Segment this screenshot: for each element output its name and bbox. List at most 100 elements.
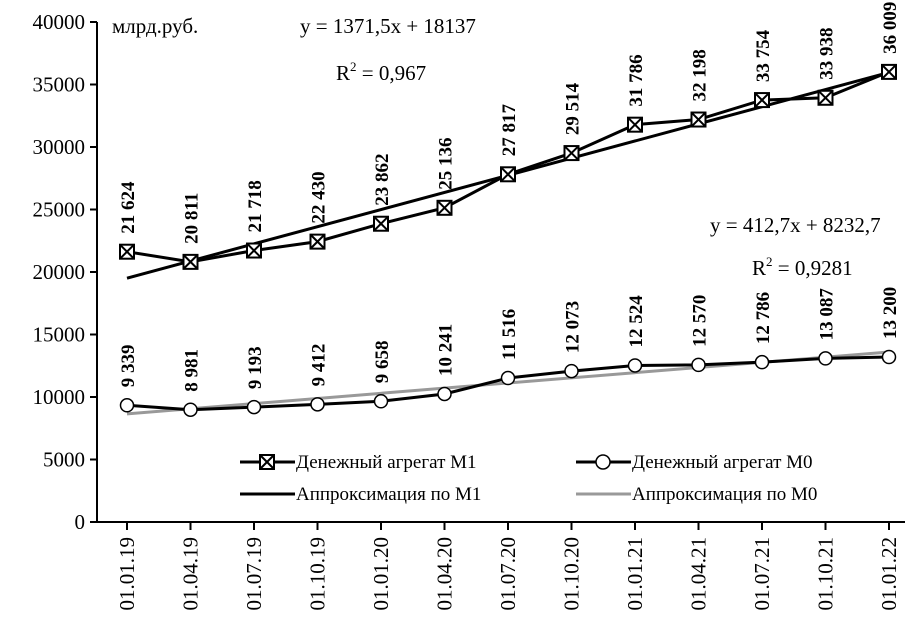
data-label-m1: 22 430: [309, 171, 330, 223]
x-tick-label: 01.04.21: [687, 537, 711, 611]
data-label-m1: 31 786: [626, 54, 647, 106]
point-m0: [437, 386, 452, 402]
point-m1: [309, 233, 326, 250]
x-tick-label: 01.01.21: [623, 537, 647, 611]
y-tick-label: 20000: [33, 260, 86, 284]
x-square-stroke: [182, 254, 199, 270]
data-label-m1: 23 862: [372, 153, 393, 205]
data-label-m1: 33 938: [817, 28, 838, 80]
point-m0: [373, 394, 389, 409]
data-label-m0: 12 570: [690, 295, 711, 347]
x-tick-label: 01.01.22: [877, 537, 901, 611]
m1-r-squared: R2 = 0,967: [336, 59, 426, 85]
data-label-m0: 9 339: [118, 345, 139, 388]
legend: Денежный агрегат М1 Денежный агрегат М0 …: [240, 452, 817, 505]
y-tick-label: 0: [75, 510, 86, 534]
x-square-stroke: [817, 90, 834, 106]
data-label-m0: 9 658: [372, 341, 393, 384]
y-tick-label: 35000: [33, 73, 86, 97]
point-m0: [310, 397, 325, 412]
x-square-stroke: [246, 242, 262, 259]
data-label-m0: 12 524: [626, 295, 647, 348]
data-label-m1: 25 136: [436, 138, 457, 190]
x-tick-label: 01.01.20: [369, 537, 393, 611]
data-label-m1: 27 817: [499, 104, 520, 157]
y-tick-label: 30000: [33, 135, 86, 159]
data-label-m0: 13 200: [880, 287, 901, 339]
legend-label-m0: Денежный агрегат М0: [632, 452, 813, 473]
legend-x-square-marker: [259, 454, 275, 470]
x-square-stroke: [309, 233, 326, 250]
legend-label-trend-m1: Аппроксимация по М1: [296, 484, 481, 505]
x-tick-label: 01.04.19: [179, 537, 203, 611]
y-tick-label: 25000: [33, 198, 86, 222]
point-m1: [436, 199, 453, 216]
point-m0: [246, 399, 262, 415]
x-square-stroke: [436, 200, 453, 216]
point-m0: [564, 363, 579, 379]
x-tick-label: 01.01.19: [115, 537, 139, 611]
x-square-stroke: [754, 92, 770, 108]
m1-equation: y = 1371,5x + 18137: [300, 14, 476, 38]
legend-item-trend-m0: Аппроксимация по М0: [576, 484, 817, 505]
point-m0: [691, 357, 706, 373]
x-square-stroke: [881, 64, 897, 80]
data-labels: 21 624 20 811 21 718 22 430 23 862 25 136 27 8…: [118, 2, 901, 392]
point-m0: [754, 354, 770, 370]
data-label-m1: 32 198: [690, 49, 711, 101]
point-m1: [182, 253, 199, 270]
data-label-m1: 20 811: [182, 193, 203, 244]
point-m0: [881, 349, 897, 365]
data-label-m1: 33 754: [753, 29, 774, 82]
point-m1: [246, 242, 262, 259]
x-tick-label: 01.10.21: [814, 537, 838, 611]
y-tick-label: 40000: [33, 10, 86, 34]
data-label-m1: 21 624: [118, 181, 139, 234]
x-square-stroke: [627, 116, 643, 133]
data-label-m0: 8 981: [182, 349, 203, 392]
legend-item-m0: Денежный агрегат М0: [576, 452, 813, 473]
x-square-stroke: [373, 216, 389, 232]
point-m0: [119, 398, 135, 413]
data-label-m0: 9 412: [309, 344, 330, 387]
point-m1: [627, 116, 643, 133]
legend-item-trend-m1: Аппроксимация по М1: [240, 484, 481, 505]
point-m0: [818, 351, 833, 366]
m0-r-squared: R2 = 0,9281: [752, 254, 853, 280]
legend-label-trend-m0: Аппроксимация по М0: [632, 484, 817, 505]
data-label-m0: 12 786: [753, 292, 774, 344]
legend-item-m1: Денежный агрегат М1: [240, 452, 477, 473]
point-m1: [690, 111, 707, 128]
x-square-stroke: [119, 243, 135, 260]
y-tick-label: 15000: [33, 323, 86, 347]
point-m0: [627, 358, 643, 373]
y-tick-label: 5000: [43, 448, 85, 472]
data-label-m0: 11 516: [499, 309, 520, 360]
point-m0: [183, 402, 198, 417]
x-tick-label: 01.07.19: [242, 537, 266, 611]
x-tick-label: 01.07.20: [496, 537, 520, 611]
data-label-m0: 12 073: [563, 301, 584, 353]
point-m1: [754, 92, 770, 109]
m0-equation: y = 412,7x + 8232,7: [710, 213, 881, 237]
axes: 0 5000 10000 15000 20000 25000 30000 35000 40000…: [33, 10, 905, 611]
point-m1: [119, 243, 135, 260]
data-label-m0: 13 087: [817, 288, 838, 341]
unit-label: млрд.руб.: [112, 14, 198, 38]
x-square-stroke: [690, 111, 707, 128]
data-label-m1: 29 514: [563, 82, 584, 135]
y-tick-label: 10000: [33, 385, 86, 409]
x-tick-label: 01.10.19: [306, 537, 330, 611]
x-square-stroke: [563, 145, 580, 161]
x-tick-label: 01.07.21: [750, 537, 774, 611]
point-m1: [881, 63, 897, 80]
legend-circle-marker: [595, 454, 611, 470]
data-label-m1: 21 718: [245, 180, 266, 232]
data-label-m1: 36 009: [880, 2, 901, 54]
point-m1: [817, 89, 834, 106]
data-label-m0: 9 193: [245, 346, 266, 389]
point-m0: [500, 370, 516, 386]
point-m1: [500, 166, 516, 183]
point-m1: [563, 145, 580, 162]
